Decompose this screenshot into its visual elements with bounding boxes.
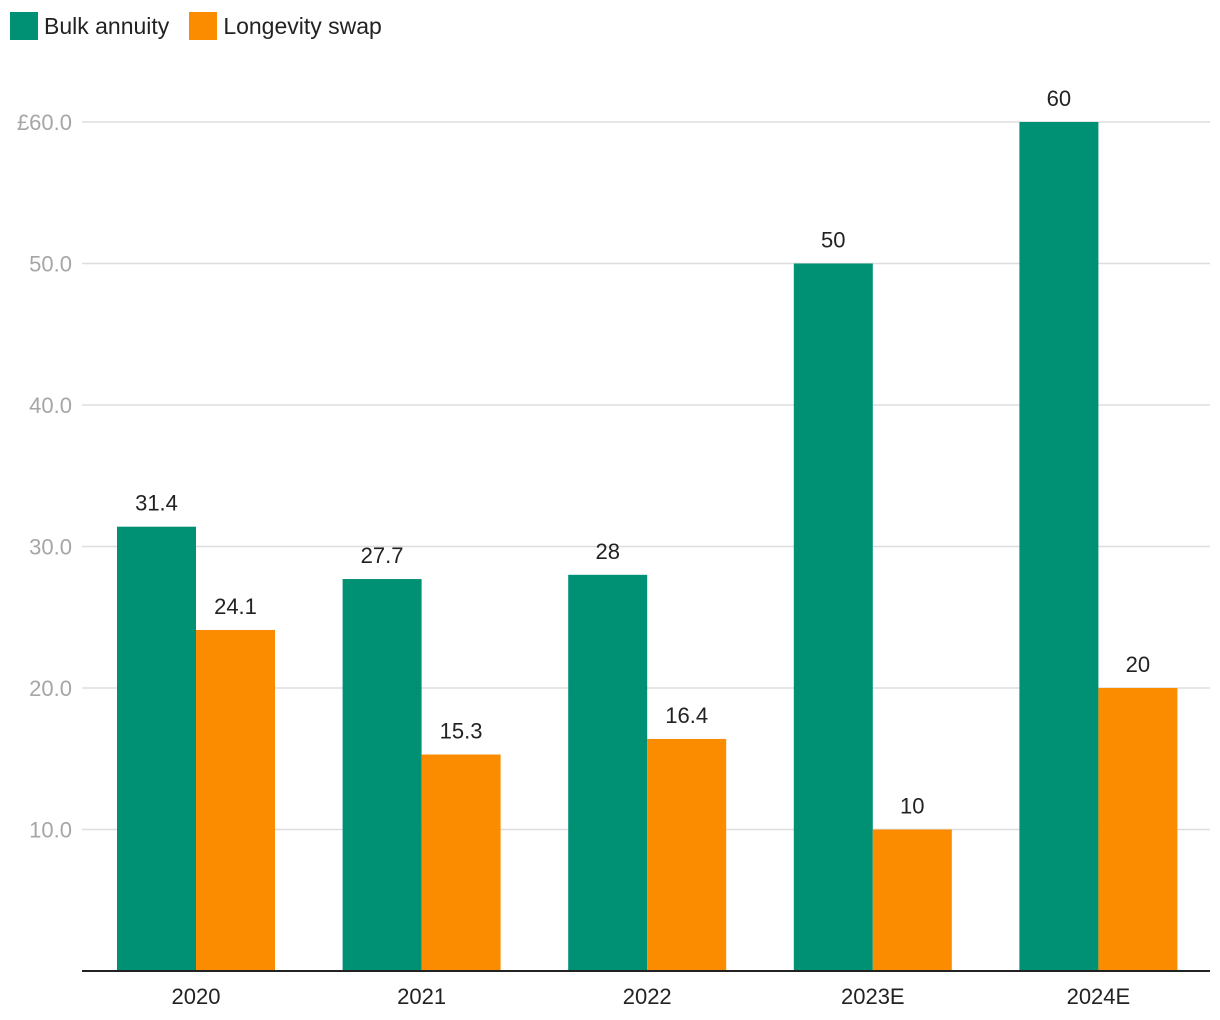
data-label: 60 [1047, 86, 1071, 111]
legend-label-longevity-swap: Longevity swap [223, 12, 382, 39]
bar [117, 526, 196, 971]
data-label: 20 [1126, 652, 1150, 677]
legend-label-bulk-annuity: Bulk annuity [44, 12, 170, 39]
data-label: 16.4 [665, 703, 708, 728]
x-tick-label: 2021 [397, 984, 446, 1009]
data-label: 31.4 [135, 491, 178, 516]
legend-item-longevity-swap[interactable]: Longevity swap [189, 12, 382, 40]
data-label: 27.7 [361, 543, 404, 568]
legend-swatch-bulk-annuity [10, 12, 38, 40]
y-tick-label: 40.0 [29, 393, 72, 418]
y-tick-label: 50.0 [29, 252, 72, 277]
legend: Bulk annuity Longevity swap [10, 12, 382, 40]
x-tick-label: 2024E [1067, 984, 1131, 1009]
bar [342, 579, 422, 971]
bar [793, 263, 873, 971]
data-label: 10 [900, 794, 924, 819]
bar [1019, 122, 1099, 971]
legend-swatch-longevity-swap [189, 12, 218, 40]
y-tick-label: 20.0 [29, 676, 72, 701]
bar [568, 574, 648, 971]
bar [647, 738, 727, 971]
x-tick-label: 2023E [841, 984, 905, 1009]
legend-item-bulk-annuity[interactable]: Bulk annuity [10, 12, 169, 40]
data-label: 28 [595, 539, 619, 564]
x-tick-label: 2022 [623, 984, 672, 1009]
data-label: 50 [821, 228, 845, 253]
bar [196, 629, 275, 971]
bar [872, 829, 952, 971]
data-label: 24.1 [214, 594, 257, 619]
y-tick-label: £60.0 [17, 110, 72, 135]
bar [421, 754, 501, 971]
bar [1098, 688, 1178, 971]
y-tick-label: 30.0 [29, 535, 72, 560]
y-tick-label: 10.0 [29, 818, 72, 843]
x-tick-label: 2020 [172, 984, 221, 1009]
data-label: 15.3 [440, 719, 483, 744]
